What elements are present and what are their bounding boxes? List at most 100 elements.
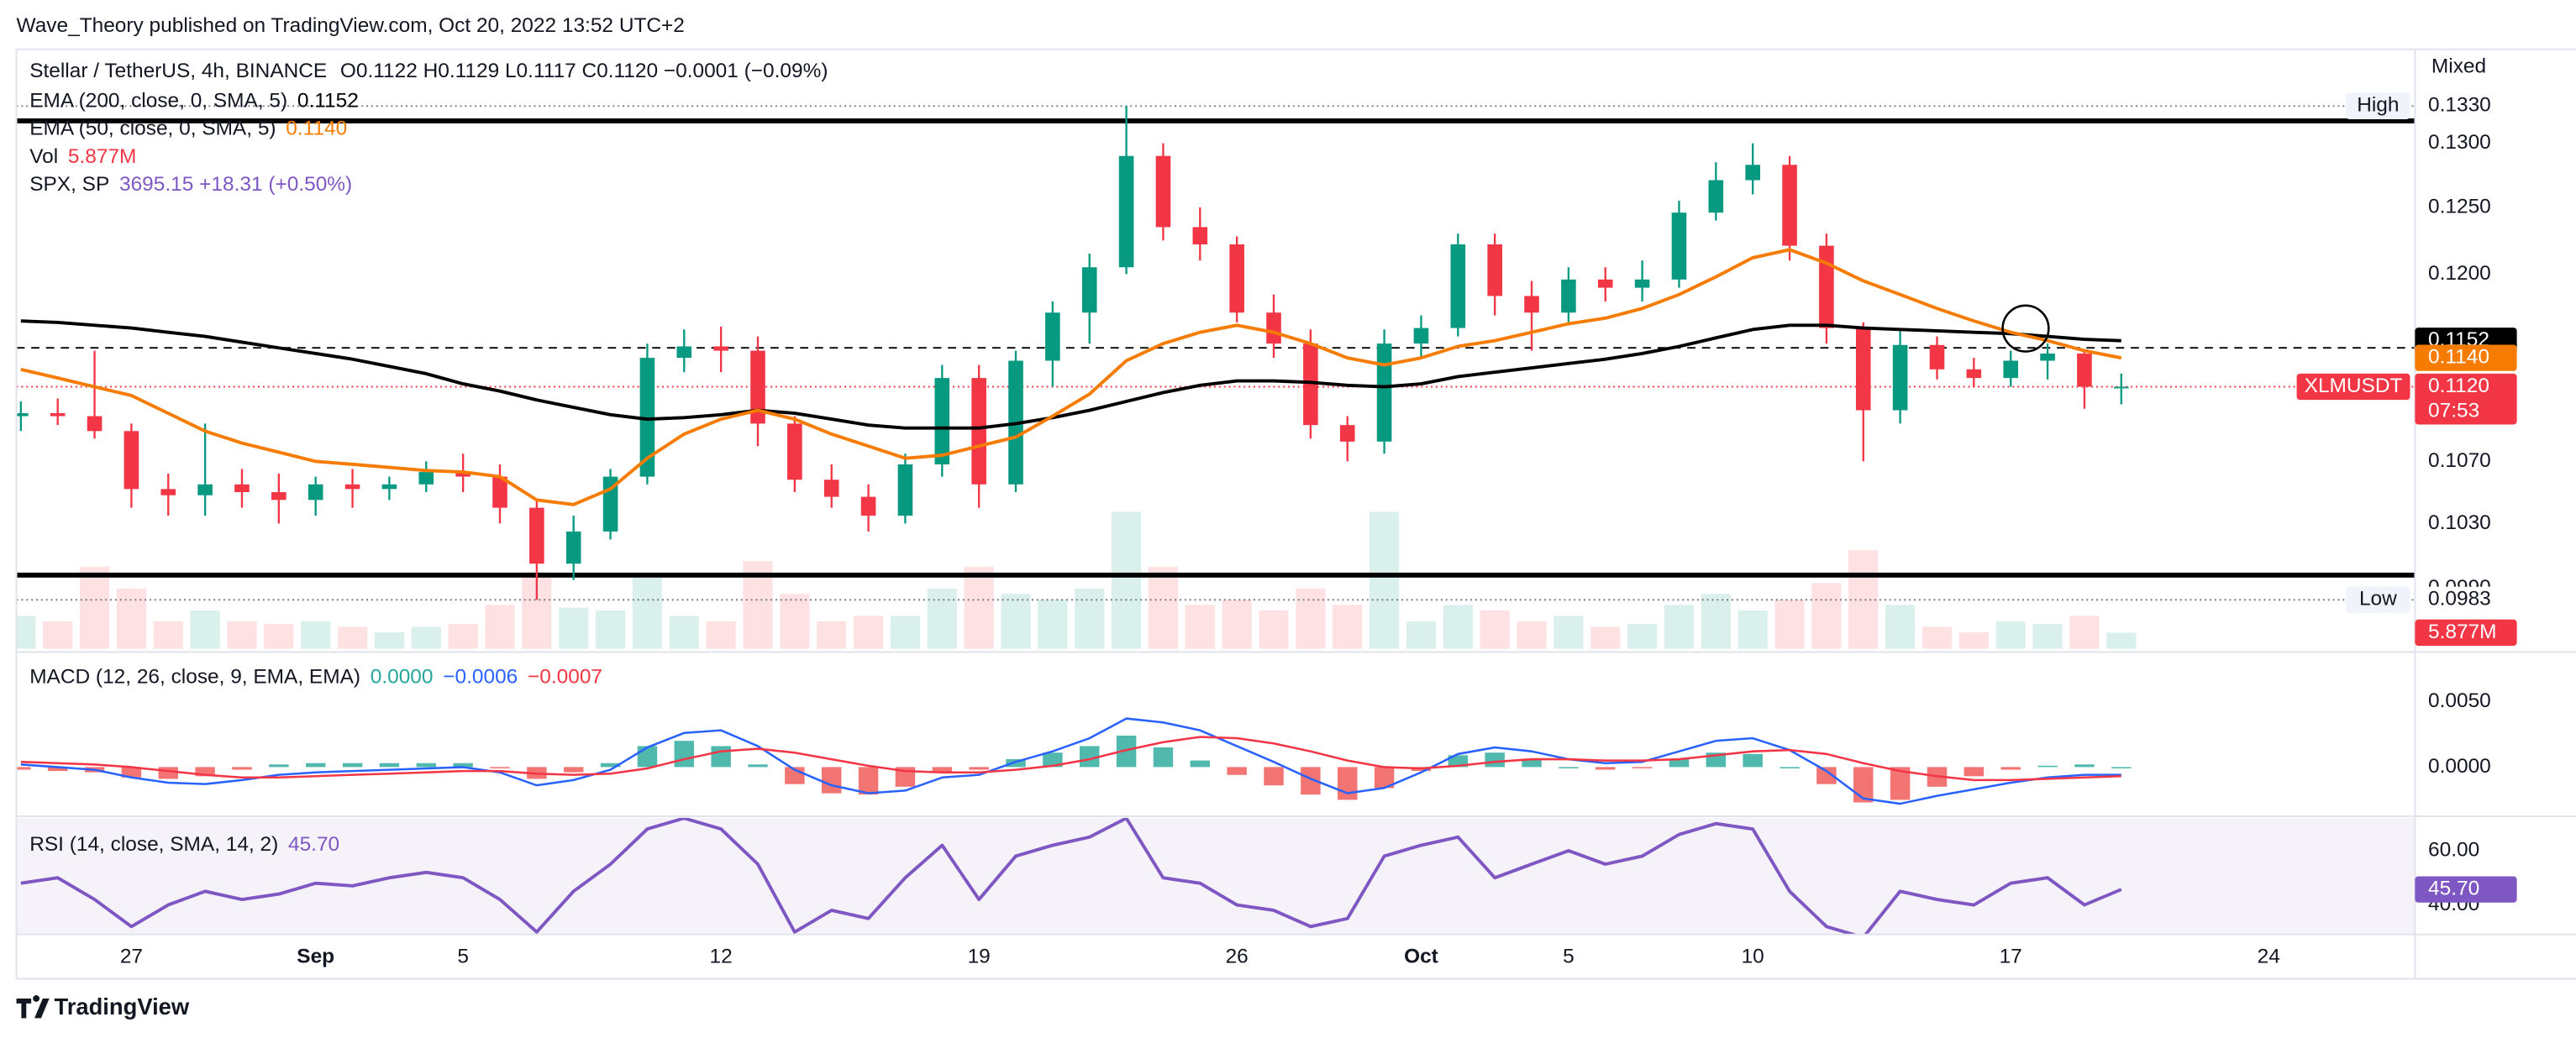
price-badge-label: 0.1120 [2428,375,2489,397]
ohlc: O0.1122 H0.1129 L0.1117 C0.1120 −0.0001 … [340,60,828,83]
legend-value: 5.877M [68,145,137,168]
volume-bar [1958,632,1989,649]
candle-body [2003,360,2018,379]
legend-symbol: Stellar / TetherUS, 4h, BINANCE O0.1122 H… [29,60,828,83]
macd-histogram-bar [2000,767,2021,770]
candle-body [897,464,913,516]
annotation-circle [2001,304,2050,353]
volume-bar [890,616,921,649]
marker-label: High [2357,94,2399,117]
y-tick-label: 60.00 [2428,838,2479,861]
volume-bar [1774,599,1805,649]
x-tick-label: 19 [968,946,991,968]
price-badge-label: 0.1140 [2428,346,2489,369]
volume-bar [43,621,73,649]
legend-ema200: EMA (200, close, 0, SMA, 5) 0.1152 [29,90,359,113]
macd-histogram-bar [16,767,31,770]
candle-body [1782,165,1797,246]
macd-histogram-bar [1227,767,1247,775]
legend-name: EMA (200, close, 0, SMA, 5) [29,90,287,113]
candle-body [1819,245,1834,328]
macd-histogram-bar [1853,767,1874,803]
macd-histogram-bar [47,767,68,772]
legend-value: 0.1140 [286,118,347,140]
macd-histogram-bar [1596,767,1616,770]
x-tick-label: 26 [1226,946,1249,968]
x-tick-label: 27 [120,946,143,968]
volume-bar [1001,594,1031,649]
macd-line [20,717,2121,805]
candle-body [565,531,581,564]
candle-body [1929,344,1945,370]
macd-histogram-bar [1522,759,1542,768]
candle-body [1892,344,1908,411]
legend-name: SPX, SP [29,174,109,197]
macd-histogram-bar [1153,747,1174,768]
macd-histogram-bar [1964,767,1985,777]
macd-histogram-bar [1190,760,1211,768]
candle-body [418,472,434,485]
frame [15,48,2576,980]
volume-bar [190,610,220,649]
volume-bar [1811,583,1842,649]
rsi-pane [20,817,2122,935]
symbol-badge [2296,373,2410,401]
marker-label-box [2346,586,2410,613]
volume-bar [1848,550,1879,649]
volume-bar [1038,599,1068,649]
volume-bar [1737,610,1768,649]
legend-spx: SPX, SP 3695.15 +18.31 (+0.50%) [29,174,352,197]
ema-line [20,319,2121,430]
candle-body [50,413,66,417]
price-badge [2415,876,2517,903]
candle-body [1045,312,1060,361]
macd-histogram-bar [1780,767,1800,768]
price-badge [2415,373,2517,425]
macd-histogram-bar [600,763,621,768]
candle-body [234,484,250,493]
macd-histogram-bar [748,764,768,768]
macd-histogram-bar [1890,767,1911,800]
y-tick-label: 0.0050 [2428,689,2491,712]
candle-body [823,480,839,497]
volume-bar [1664,605,1695,649]
macd-histogram-bar [711,746,731,768]
legend-rsi: RSI (14, close, SMA, 14, 2) 45.70 [29,834,339,857]
candle-body [1413,328,1429,344]
candle-body [1524,296,1539,313]
x-tick-label: 12 [710,946,733,968]
macd-histogram-bar [1632,767,1653,768]
candle-body [1303,343,1318,426]
volume-bar [559,607,589,649]
volume-bar [1369,511,1400,649]
volume-bar [1259,610,1289,649]
candle-body [1229,244,1244,313]
candle-body [381,484,397,490]
price-badge [2415,619,2517,646]
candle-body [271,492,287,501]
macd-histogram-bar [821,767,842,794]
macd-histogram-bar [379,763,400,768]
candle-body [1450,244,1466,328]
x-tick-label: 10 [1742,946,1764,968]
legend-name: MACD (12, 26, close, 9, EMA, EMA) [29,666,360,689]
macd-histogram-bar [2111,767,2132,768]
candle-body [1118,155,1134,268]
candle-body [87,416,103,432]
candle-body [971,378,986,485]
candle-body [1081,267,1097,313]
candle-body [1671,212,1687,280]
legend-value: 0.0000 [371,666,434,689]
volume-bar [817,621,847,649]
y-tick-label: 0.1030 [2428,511,2491,534]
volume-bar [706,621,736,649]
volume-bar [16,616,36,649]
macd-pane [16,717,2132,805]
volume-bar [1111,511,1142,649]
candle-body [787,423,802,480]
legend-macd: MACD (12, 26, close, 9, EMA, EMA) 0.0000−… [29,666,602,689]
rsi-band [16,817,2416,935]
marker-label: Low [2359,588,2397,611]
volume-bar [2032,624,2063,649]
